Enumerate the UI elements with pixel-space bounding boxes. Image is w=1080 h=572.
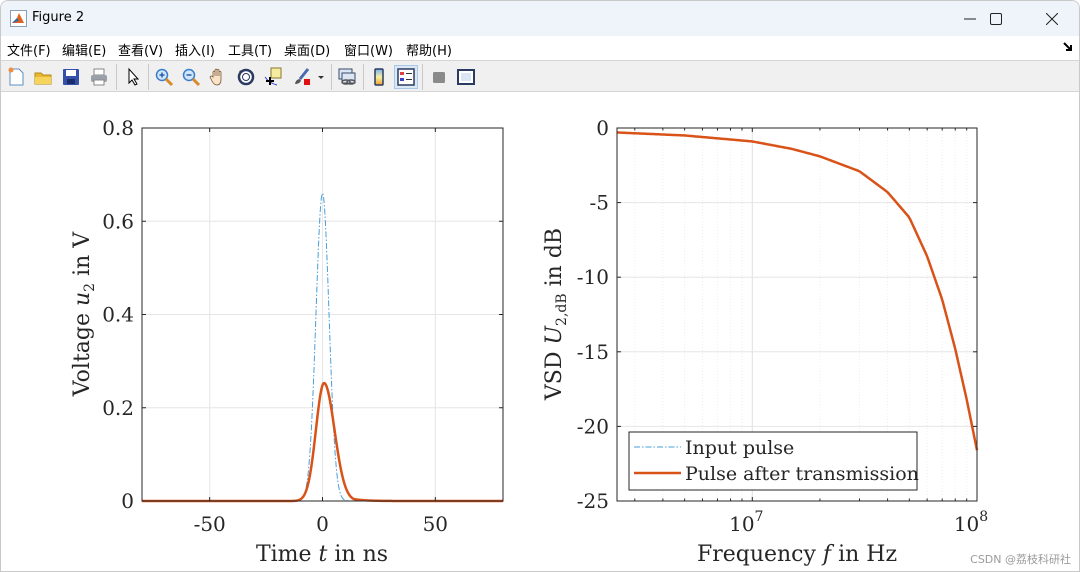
new-figure-icon [8,67,24,86]
menu-file[interactable]: 文件(F) [7,44,51,59]
open-file-button[interactable] [31,65,55,89]
maximize-icon [990,12,1002,25]
axes-frequency-domain[interactable]: 107 108-25-20-15-10-50 Frequency f in Hz … [542,116,988,567]
grid-lines [617,128,977,501]
y-tick-label: 0 [596,116,609,140]
menu-view[interactable]: 查看(V) [118,44,164,59]
legend[interactable]: Input pulse Pulse after transmission [628,431,919,491]
y-tick-label: -25 [577,489,609,513]
toolbar-separator [116,64,117,90]
dock-arrow-icon[interactable] [1063,42,1073,52]
y-tick-label: -20 [577,414,609,438]
transmitted-vsd-line [616,131,979,451]
maximize-button[interactable] [973,1,1019,36]
menu-tools[interactable]: 工具(T) [228,44,273,59]
brush-dropdown-button[interactable] [315,65,327,89]
hide-plot-tools-button[interactable] [427,65,451,89]
rotate-3d-button[interactable] [234,65,258,89]
rotate-3d-icon [237,68,255,86]
y-tick-label: 0.4 [102,303,134,327]
minimize-button[interactable] [947,1,993,36]
toolbar-separator [363,64,364,90]
legend-button[interactable] [394,65,418,89]
toolbar-separator [331,64,332,90]
zoom-out-icon [182,68,201,87]
window-title: Figure 2 [32,10,85,25]
data-cursor-icon [264,67,282,86]
y-tick-label: 0.8 [102,116,134,140]
toolbar-separator [148,64,149,90]
y-tick-label: -10 [577,265,609,289]
watermark: CSDN @荔枝科研社 [970,553,1071,566]
toolbar-separator [422,64,423,90]
brush-button[interactable] [290,65,314,89]
zoom-in-icon [155,68,174,87]
menu-window[interactable]: 窗口(W) [344,44,393,59]
hide-plot-tools-icon [433,72,445,83]
x-tick-label: 107 [729,509,763,536]
legend-input-pulse-label: Input pulse [685,437,794,459]
legend-transmitted-pulse-label: Pulse after transmission [685,463,919,485]
menu-help[interactable]: 帮助(H) [406,44,452,59]
axes-time-domain[interactable]: -50 0 50 0 0.2 0.4 0.6 0.8 Time t in ns Voltage… [70,116,504,567]
menu-insert[interactable]: 插入(I) [175,44,215,59]
y-tick-label: -5 [590,191,609,215]
zoom-in-button[interactable] [152,65,176,89]
data-cursor-button[interactable] [261,65,285,89]
x-axis-label: Frequency f in Hz [697,542,897,567]
save-button[interactable] [59,65,83,89]
select-button[interactable] [121,65,145,89]
matlab-logo-icon [10,10,27,27]
x-axis-label: Time t in ns [256,542,388,567]
show-plot-tools-icon [457,69,475,85]
show-plot-tools-button[interactable] [454,65,478,89]
link-plot-icon [338,68,356,85]
legend-icon [397,68,415,86]
save-icon [63,69,79,85]
close-button[interactable] [1029,1,1075,36]
grid-lines [142,128,503,501]
pan-button[interactable] [206,65,230,89]
tick-labels: -50 0 50 0 0.2 0.4 0.6 0.8 [102,116,503,536]
tick-labels: 107 108 -25 -20 -15 -10 -5 0 [577,116,988,536]
x-tick-label: 108 [954,509,988,536]
x-tick-label: -50 [194,512,226,536]
print-button[interactable] [87,65,111,89]
pan-hand-icon [209,68,222,86]
close-icon [1046,12,1058,25]
select-arrow-icon [128,67,140,86]
new-figure-button[interactable] [4,65,28,89]
zoom-out-button[interactable] [179,65,203,89]
plot-lines [616,131,979,451]
menu-bar: 文件(F) 编辑(E) 查看(V) 插入(I) 工具(T) 桌面(D) 窗口(W… [1,36,1079,60]
chevron-down-icon [318,76,324,79]
title-bar: Figure 2 [1,1,1079,36]
x-tick-label: 0 [316,512,329,536]
figure-canvas: -50 0 50 0 0.2 0.4 0.6 0.8 Time t in ns Voltage… [1,93,1079,571]
minimize-icon [964,18,976,19]
colorbar-icon [374,68,384,86]
figure-toolbar [1,60,1079,92]
y-axis-label: Voltage u2 in V [70,231,98,397]
brush-icon [295,68,310,85]
colorbar-button[interactable] [367,65,391,89]
x-tick-label: 50 [423,512,448,536]
menu-desktop[interactable]: 桌面(D) [284,44,331,59]
y-tick-label: 0.2 [102,396,134,420]
y-tick-label: 0 [121,489,134,513]
y-tick-label: -15 [577,340,609,364]
open-file-icon [34,72,52,85]
y-axis-label: VSD U2,dB in dB [542,228,570,401]
link-plot-button[interactable] [335,65,359,89]
print-icon [91,68,107,86]
menu-edit[interactable]: 编辑(E) [62,44,107,59]
y-tick-label: 0.6 [102,209,134,233]
